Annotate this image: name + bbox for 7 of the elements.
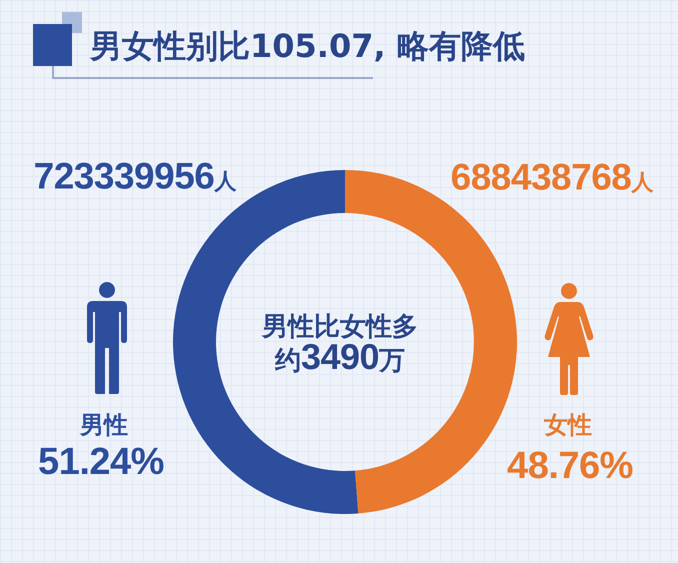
text: 48.76% <box>507 445 633 487</box>
slice-label: 女性 <box>544 411 592 439</box>
data-label: 688438768人 <box>450 156 654 198</box>
chart-title: 男女性别比105.07, 略有降低 <box>90 27 525 65</box>
text: 51.24% <box>38 441 164 483</box>
slice-label: 男性 <box>80 411 128 439</box>
data-label: 723339956人 <box>34 156 236 196</box>
